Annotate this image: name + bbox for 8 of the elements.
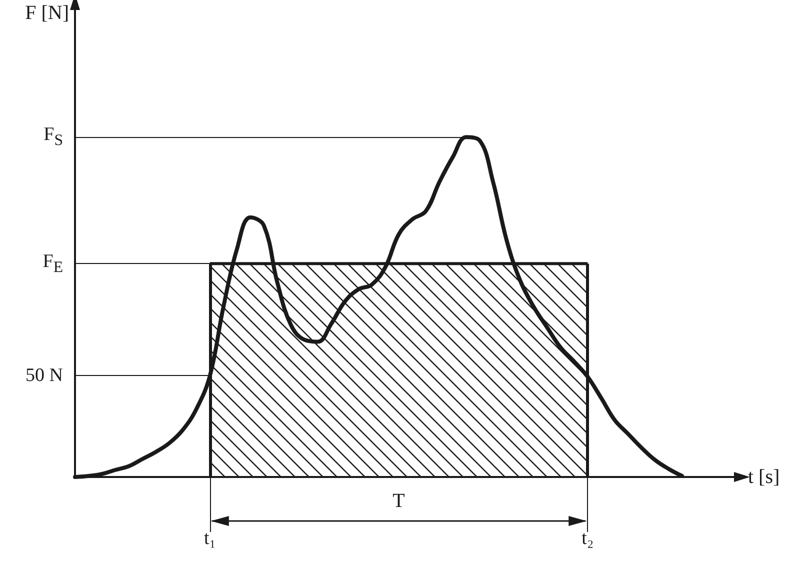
- text: T: [392, 490, 405, 513]
- x-tick-label: t₂: [582, 528, 594, 549]
- x-axis-title: t [s]: [748, 466, 780, 488]
- ref-line-label: F$_{S}$: [44, 124, 63, 150]
- text: F [N]: [25, 2, 69, 25]
- x-tick-label: t₁: [204, 528, 216, 549]
- ref-line-label: F$_{E}$: [42, 250, 63, 276]
- ref-line-label: 50 N: [26, 364, 63, 387]
